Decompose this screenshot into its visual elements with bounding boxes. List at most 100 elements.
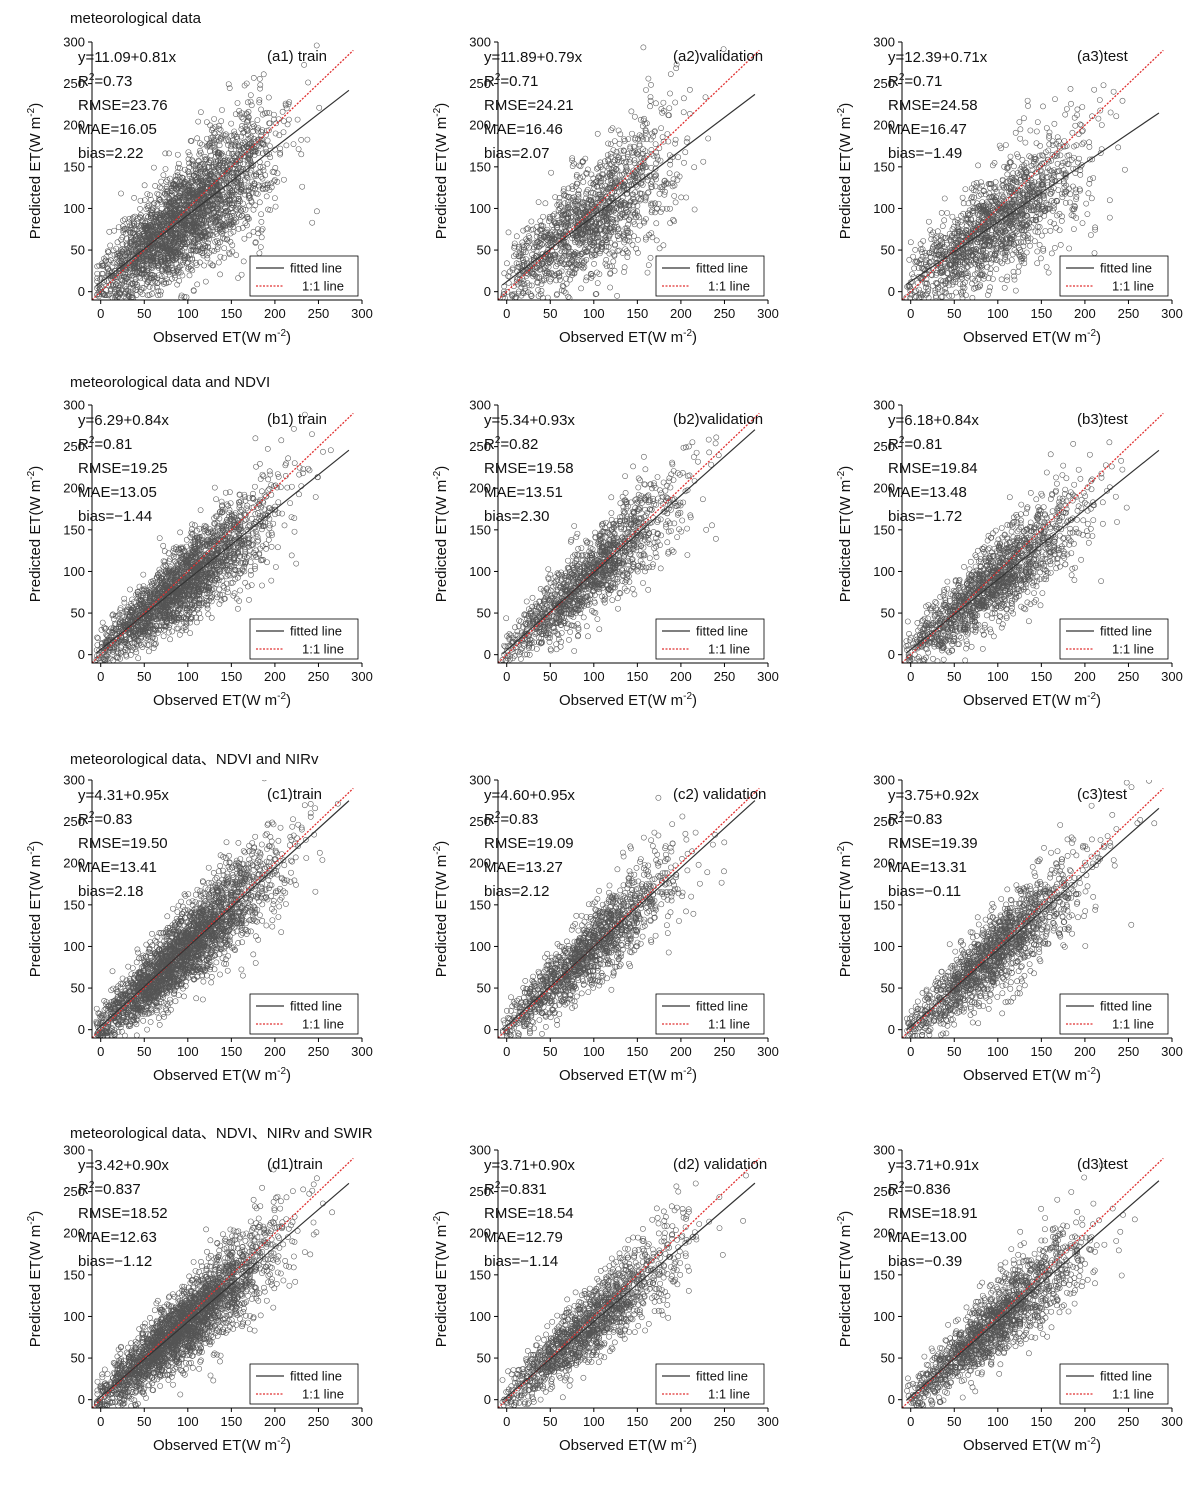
- scatter-point: [154, 284, 160, 291]
- scatter-point: [608, 179, 615, 186]
- scatter-point: [529, 251, 535, 258]
- scatter-point: [657, 157, 664, 164]
- scatter-point: [1122, 166, 1128, 173]
- scatter-point: [603, 263, 610, 269]
- scatter-point: [1092, 226, 1099, 233]
- scatter-point: [943, 289, 949, 296]
- scatter-point: [625, 228, 632, 234]
- scatter-point: [1049, 142, 1056, 148]
- scatter-point: [643, 216, 649, 222]
- scatter-point: [646, 231, 652, 238]
- scatter-point: [516, 244, 522, 250]
- scatter-point: [122, 271, 129, 277]
- scatter-point: [1025, 103, 1031, 109]
- scatter-point: [207, 140, 213, 147]
- scatter-point: [215, 259, 222, 266]
- scatter-point: [576, 241, 583, 248]
- scatter-point: [277, 151, 283, 158]
- scatter-point: [598, 196, 604, 202]
- scatter-point: [146, 202, 152, 209]
- scatter-point: [223, 174, 230, 180]
- scatter-point: [1014, 151, 1020, 157]
- scatter-point: [969, 280, 975, 287]
- scatter-point: [672, 140, 678, 147]
- scatter-point: [974, 265, 981, 272]
- scatter-point: [267, 207, 274, 213]
- scatter-point: [611, 178, 618, 185]
- scatter-point: [587, 180, 594, 186]
- scatter-point: [239, 123, 245, 129]
- scatter-point: [251, 172, 258, 179]
- scatter-point: [687, 86, 693, 93]
- scatter-point: [157, 227, 164, 234]
- scatter-point: [587, 194, 594, 201]
- scatter-point: [151, 274, 158, 281]
- scatter-point: [538, 234, 545, 241]
- scatter-point: [670, 176, 677, 183]
- scatter-point: [590, 223, 596, 229]
- scatter-point: [258, 173, 265, 180]
- scatter-point: [216, 125, 222, 132]
- scatter-point: [585, 197, 592, 203]
- scatter-point: [556, 201, 562, 208]
- scatter-point: [195, 243, 202, 250]
- scatter-point: [610, 159, 617, 166]
- scatter-point: [1107, 109, 1114, 116]
- scatter-point: [172, 177, 179, 184]
- scatter-point: [209, 164, 215, 170]
- scatter-point: [252, 186, 258, 192]
- scatter-point: [541, 229, 548, 236]
- scatter-point: [179, 211, 186, 217]
- scatter-point: [599, 237, 606, 243]
- scatter-point: [148, 223, 154, 230]
- scatter-point: [664, 131, 671, 137]
- scatter-point: [201, 156, 208, 163]
- scatter-point: [647, 103, 653, 110]
- scatter-point: [206, 189, 213, 196]
- scatter-point: [648, 202, 655, 209]
- scatter-point: [127, 240, 133, 246]
- scatter-point: [946, 282, 952, 289]
- scatter-point: [510, 283, 517, 290]
- scatter-point: [618, 198, 625, 204]
- scatter-point: [1019, 191, 1026, 198]
- fit-equation: y=11.89+0.79x: [484, 49, 583, 66]
- y-tick-label: 250: [469, 76, 491, 91]
- scatter-point: [1062, 111, 1069, 118]
- scatter-point: [654, 156, 661, 163]
- scatter-point: [538, 241, 545, 248]
- scatter-point: [960, 200, 967, 207]
- scatter-point: [678, 194, 685, 201]
- scatter-point: [156, 214, 163, 221]
- scatter-point: [643, 136, 650, 143]
- scatter-point: [911, 265, 917, 272]
- scatter-point: [629, 130, 635, 137]
- scatter-point: [569, 155, 576, 161]
- scatter-point: [244, 157, 251, 164]
- scatter-point: [1028, 224, 1035, 231]
- scatter-point: [154, 220, 161, 226]
- scatter-point: [1048, 157, 1055, 164]
- scatter-point: [241, 129, 247, 135]
- scatter-point: [216, 169, 223, 175]
- scatter-point: [661, 177, 668, 184]
- scatter-point: [193, 162, 199, 168]
- scatter-point: [147, 234, 154, 241]
- scatter-point: [112, 295, 118, 300]
- scatter-point: [674, 177, 681, 183]
- scatter-point: [202, 278, 209, 285]
- scatter-point: [959, 194, 966, 201]
- scatter-point: [115, 224, 122, 231]
- scatter-point: [150, 285, 156, 291]
- scatter-point: [119, 248, 126, 255]
- scatter-point: [225, 81, 232, 88]
- scatter-point: [155, 279, 161, 286]
- scatter-point: [1077, 121, 1084, 128]
- scatter-point: [150, 258, 157, 265]
- scatter-point: [112, 268, 118, 275]
- scatter-point: [170, 248, 177, 255]
- scatter-point: [595, 174, 601, 181]
- scatter-point: [555, 270, 562, 276]
- scatter-point: [238, 142, 245, 148]
- scatter-point: [128, 236, 134, 243]
